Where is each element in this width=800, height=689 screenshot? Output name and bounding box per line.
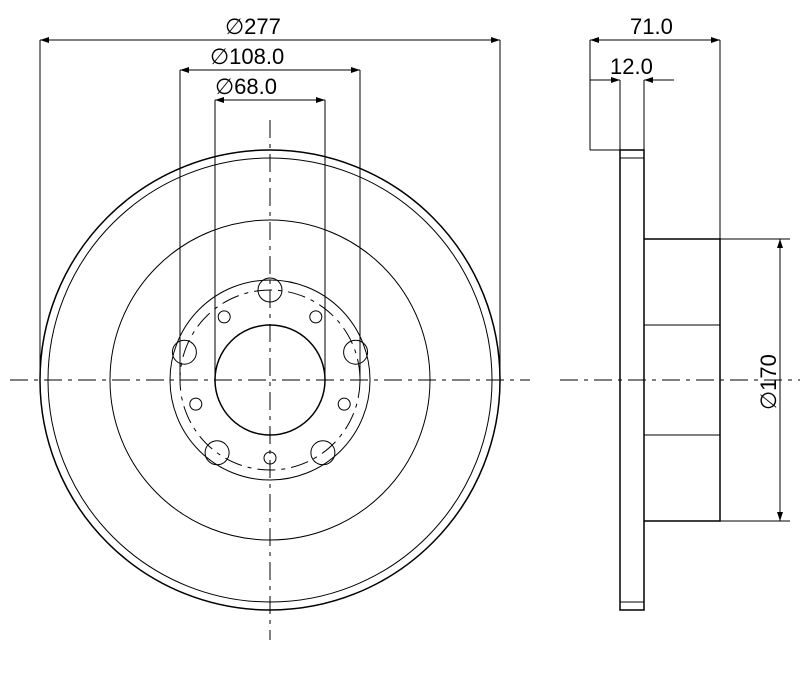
dim-d68-text: ∅68.0 bbox=[215, 74, 277, 99]
bolt-hole-small bbox=[190, 398, 202, 410]
dimensions: ∅277 ∅108.0 ∅68.0 71.0 bbox=[40, 14, 790, 521]
dim-w12: 12.0 bbox=[590, 54, 674, 150]
dim-w71-text: 71.0 bbox=[630, 14, 673, 39]
dim-d277-text: ∅277 bbox=[225, 14, 281, 39]
bolt-hole-small bbox=[310, 311, 322, 323]
bolt-hole-small bbox=[338, 398, 350, 410]
technical-drawing: ∅277 ∅108.0 ∅68.0 71.0 bbox=[0, 0, 800, 689]
dim-w71: 71.0 bbox=[590, 14, 720, 239]
dim-w12-text: 12.0 bbox=[610, 54, 653, 79]
bolt-hole-small bbox=[218, 311, 230, 323]
front-view bbox=[10, 120, 530, 640]
dim-d108-text: ∅108.0 bbox=[210, 44, 284, 69]
dim-d170-text: ∅170 bbox=[756, 354, 781, 410]
